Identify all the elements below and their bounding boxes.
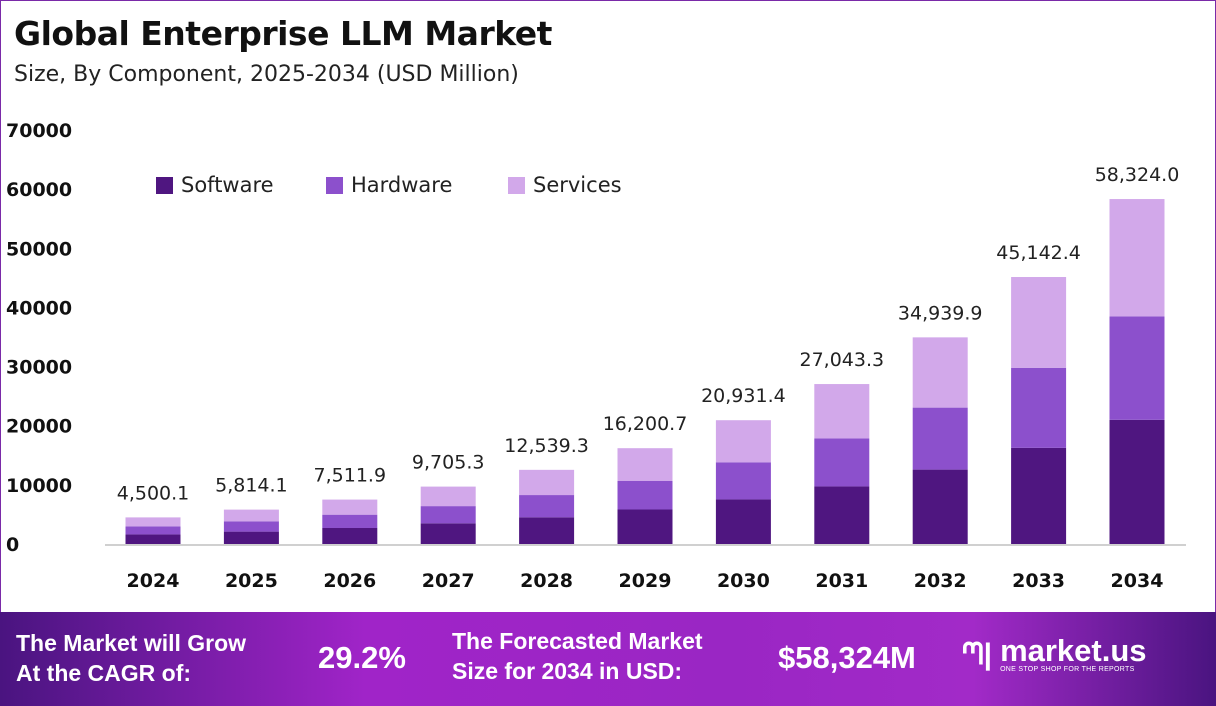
x-tick-label: 2031: [815, 570, 868, 592]
bar-software-2030: [715, 499, 771, 544]
cagr-label-line1: The Market will Grow: [16, 630, 247, 656]
cagr-value: 29.2%: [318, 640, 406, 675]
bar-services-2033: [1011, 277, 1067, 368]
total-label-2031: 27,043.3: [799, 349, 884, 371]
total-label-2028: 12,539.3: [504, 435, 589, 457]
logo-mark-icon: ᘉ|: [962, 637, 993, 671]
total-label-2026: 7,511.9: [314, 465, 387, 487]
bar-services-2027: [420, 486, 476, 507]
x-tick-label: 2032: [914, 570, 967, 592]
bar-hardware-2032: [912, 407, 968, 470]
bar-software-2024: [125, 534, 181, 544]
legend-label-hardware: Hardware: [351, 173, 452, 197]
x-tick-label: 2026: [323, 570, 376, 592]
legend-swatch-services: [508, 177, 525, 194]
bar-services-2025: [223, 509, 279, 522]
y-tick-label: 30000: [6, 357, 72, 379]
bar-hardware-2025: [223, 521, 279, 532]
y-tick-label: 10000: [6, 475, 72, 497]
bar-software-2033: [1011, 447, 1067, 544]
bar-services-2024: [125, 517, 181, 527]
x-tick-label: 2024: [127, 570, 180, 592]
bar-software-2031: [814, 486, 870, 544]
total-label-2030: 20,931.4: [701, 385, 786, 407]
legend-label-software: Software: [181, 173, 274, 197]
cagr-label-line2: At the CAGR of:: [16, 660, 192, 686]
bar-services-2028: [519, 469, 575, 496]
logo-tagline: ONE STOP SHOP FOR THE REPORTS: [1000, 666, 1135, 673]
bar-services-2032: [912, 337, 968, 408]
bar-hardware-2026: [322, 514, 378, 529]
y-tick-label: 0: [6, 534, 19, 556]
x-tick-label: 2033: [1012, 570, 1065, 592]
total-label-2029: 16,200.7: [603, 413, 688, 435]
bar-software-2028: [519, 517, 575, 544]
bar-software-2032: [912, 469, 968, 544]
total-label-2027: 9,705.3: [412, 452, 485, 474]
bar-services-2034: [1109, 199, 1165, 317]
total-label-2034: 58,324.0: [1095, 164, 1180, 186]
x-tick-label: 2028: [520, 570, 573, 592]
bar-software-2027: [420, 523, 476, 544]
forecast-label: The Forecasted Market Size for 2034 in US…: [452, 626, 703, 686]
total-label-2032: 34,939.9: [898, 302, 983, 324]
stacked-bar-chart: 0 10000 20000 30000 40000 50000 60000 70000 4,50…: [6, 120, 1186, 592]
bar-software-2025: [223, 531, 279, 544]
x-tick-label: 2025: [225, 570, 278, 592]
bar-hardware-2030: [715, 462, 771, 500]
bar-hardware-2034: [1109, 316, 1165, 420]
market-us-logo: ᘉ| market.us ONE STOP SHOP FOR THE REPORT…: [962, 633, 1147, 673]
bar-software-2034: [1109, 419, 1165, 544]
bar-hardware-2027: [420, 506, 476, 524]
forecast-value: $58,324M: [778, 640, 916, 675]
cagr-label: The Market will Grow At the CAGR of:: [16, 628, 246, 688]
x-tick-label: 2027: [422, 570, 475, 592]
footer-banner: The Market will Grow At the CAGR of: 29.2…: [0, 612, 1216, 706]
total-label-2024: 4,500.1: [117, 482, 190, 504]
bar-services-2030: [715, 420, 771, 463]
bar-software-2029: [617, 509, 673, 544]
forecast-label-line2: Size for 2034 in USD:: [452, 658, 683, 684]
bar-hardware-2031: [814, 438, 870, 487]
bar-services-2026: [322, 499, 378, 515]
bar-services-2031: [814, 384, 870, 439]
legend-swatch-software: [156, 177, 173, 194]
total-label-2025: 5,814.1: [215, 475, 288, 497]
bar-software-2026: [322, 528, 378, 544]
logo-name: market.us: [1000, 633, 1147, 668]
bar-hardware-2029: [617, 480, 673, 510]
forecast-label-line1: The Forecasted Market: [452, 628, 703, 654]
x-tick-label: 2029: [619, 570, 672, 592]
bar-hardware-2033: [1011, 367, 1067, 448]
legend-swatch-hardware: [326, 177, 343, 194]
y-tick-label: 20000: [6, 416, 72, 438]
y-tick-label: 60000: [6, 179, 72, 201]
bar-hardware-2028: [519, 495, 575, 518]
bar-hardware-2024: [125, 526, 181, 535]
y-tick-label: 40000: [6, 297, 72, 319]
x-tick-label: 2030: [717, 570, 770, 592]
y-tick-label: 50000: [6, 238, 72, 260]
legend-label-services: Services: [533, 173, 622, 197]
total-label-2033: 45,142.4: [996, 242, 1081, 264]
chart-title: Global Enterprise LLM Market: [14, 14, 552, 53]
bar-services-2029: [617, 448, 673, 481]
x-tick-label: 2034: [1111, 570, 1164, 592]
chart-subtitle: Size, By Component, 2025-2034 (USD Milli…: [14, 62, 519, 87]
y-tick-label: 70000: [6, 120, 72, 142]
